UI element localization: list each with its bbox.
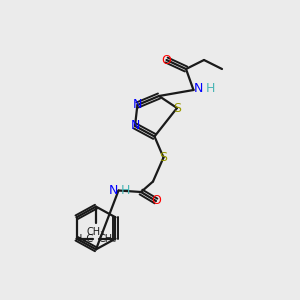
Text: N: N bbox=[109, 184, 118, 197]
Text: N: N bbox=[193, 82, 203, 95]
Text: O: O bbox=[162, 53, 171, 67]
Text: H: H bbox=[121, 184, 130, 197]
Text: S: S bbox=[160, 151, 167, 164]
Text: S: S bbox=[173, 101, 181, 115]
Text: CH₃: CH₃ bbox=[98, 234, 116, 244]
Text: H: H bbox=[206, 82, 216, 95]
Text: CH₃: CH₃ bbox=[87, 227, 105, 237]
Text: N: N bbox=[130, 119, 140, 133]
Text: O: O bbox=[151, 194, 161, 208]
Text: H₃C: H₃C bbox=[76, 234, 94, 244]
Text: N: N bbox=[133, 98, 142, 112]
